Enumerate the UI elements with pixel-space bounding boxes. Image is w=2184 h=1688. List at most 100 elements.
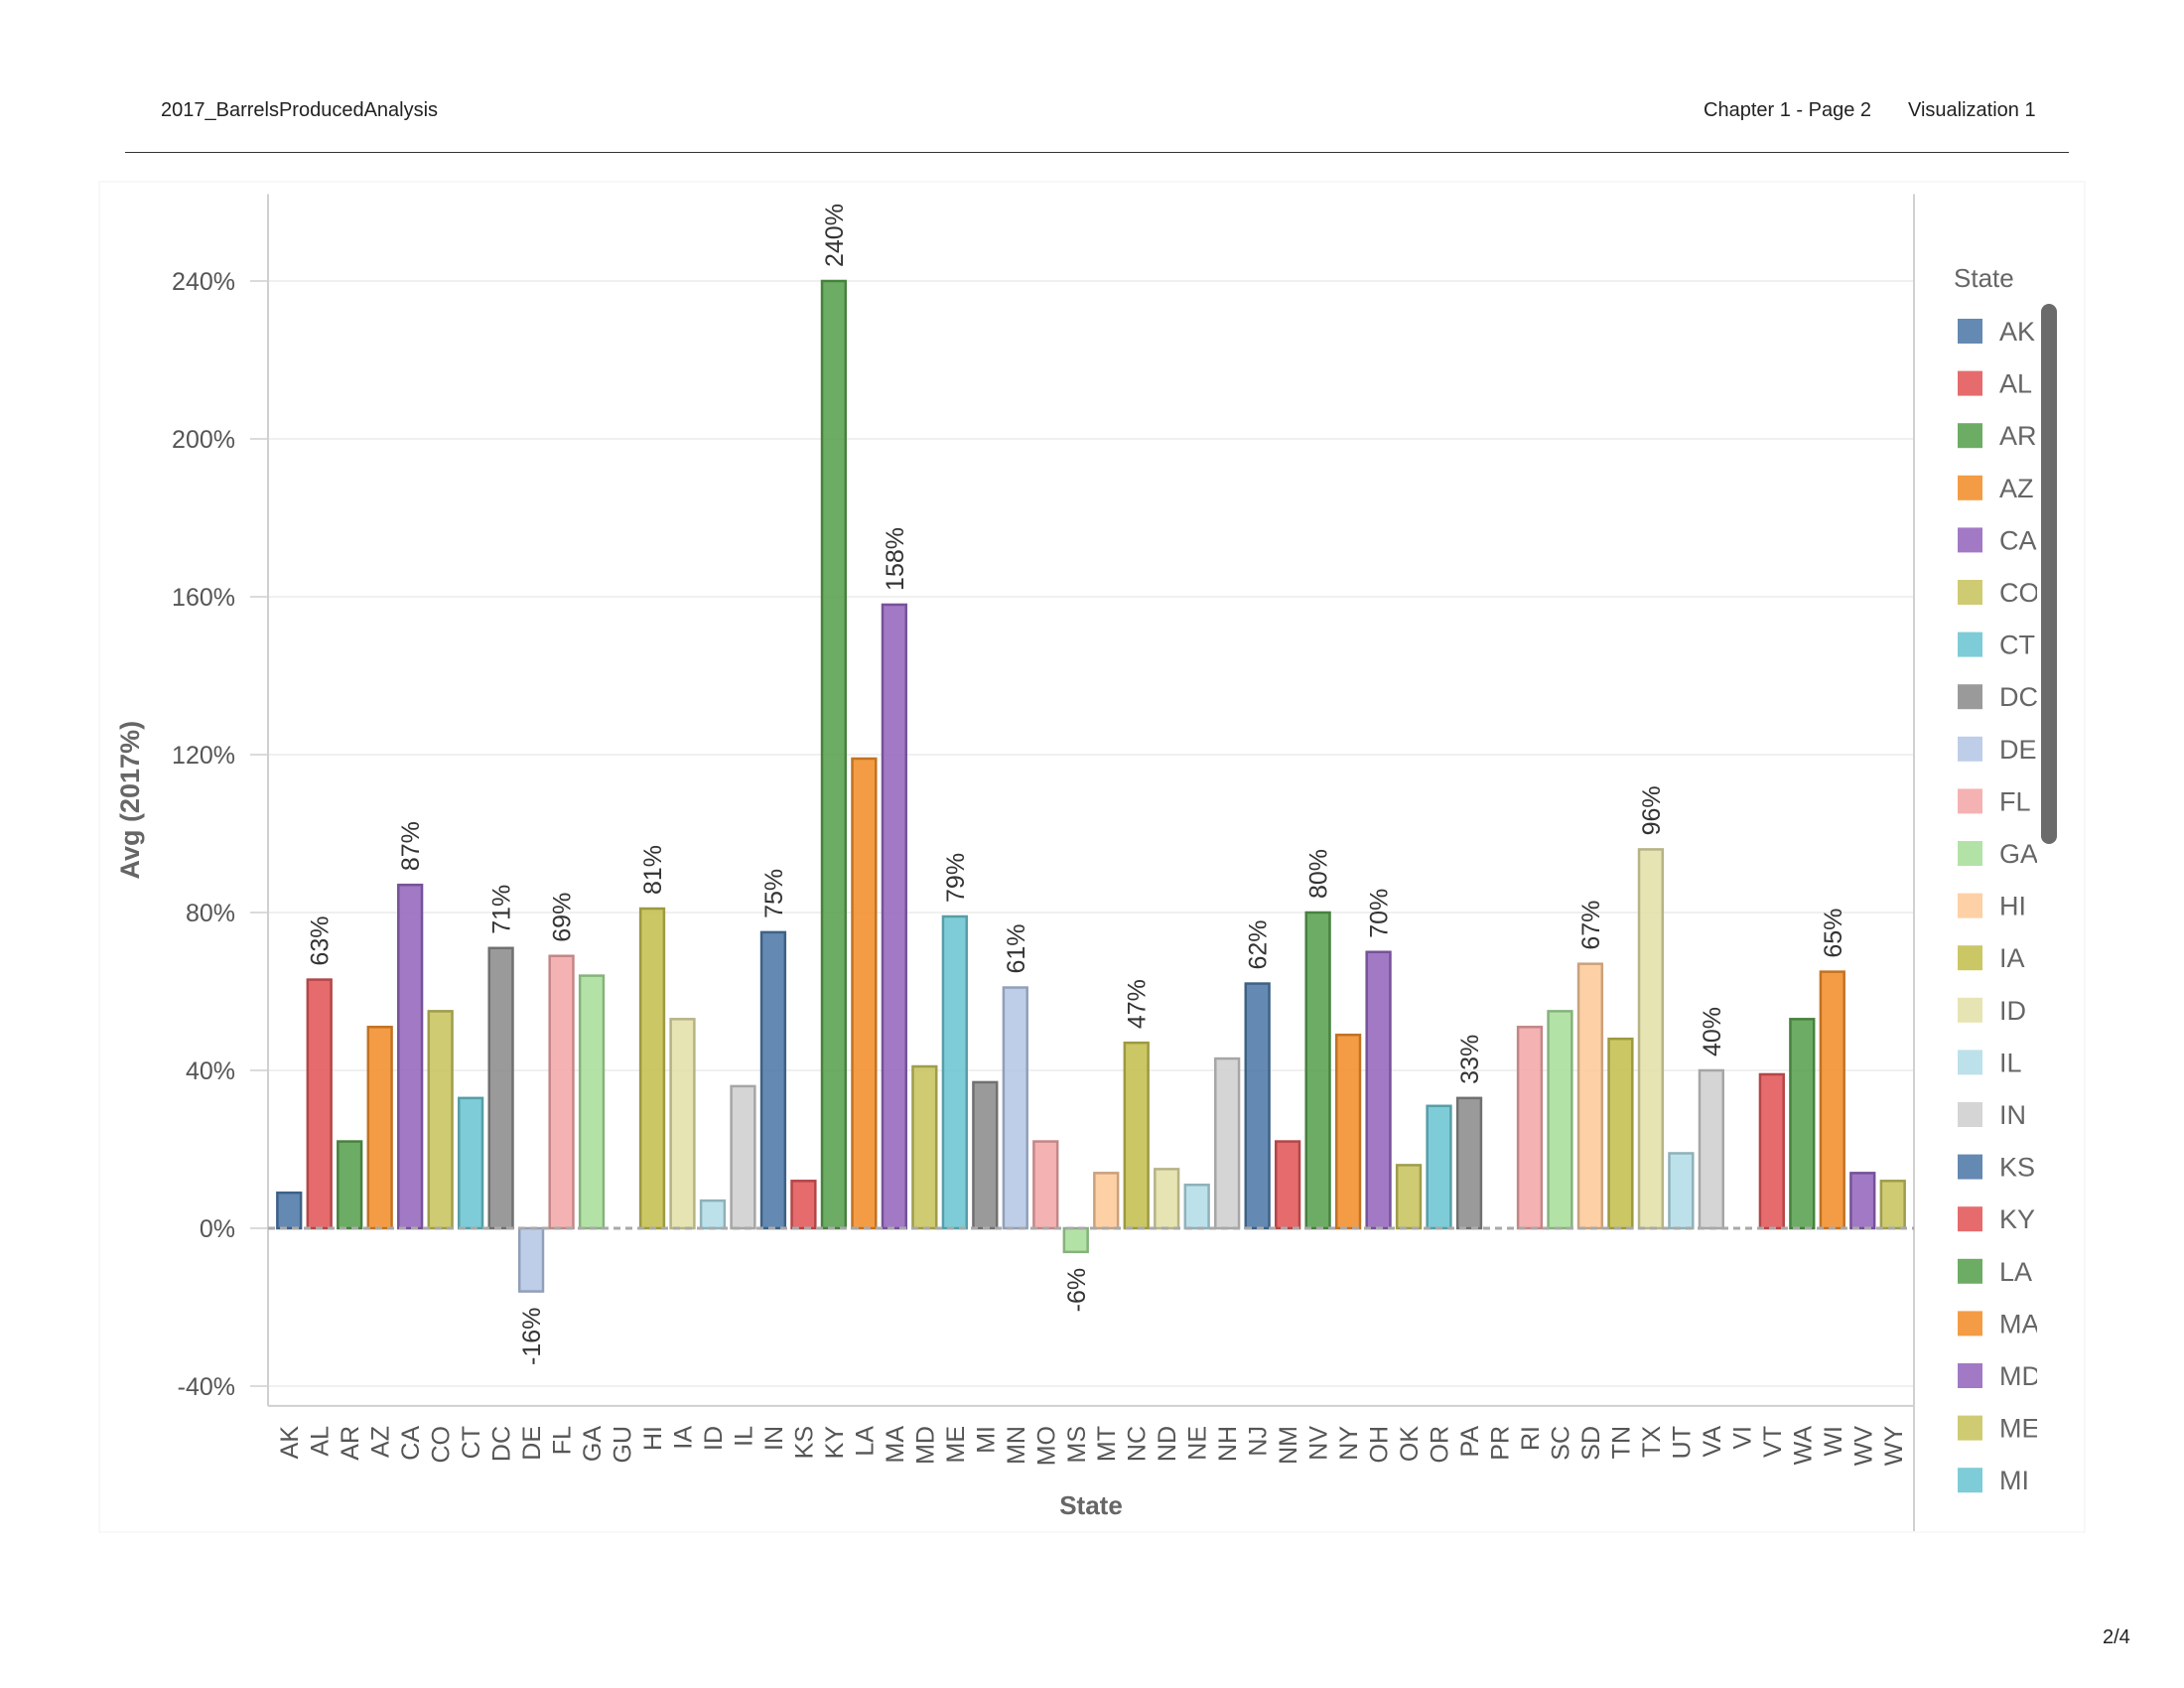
data-label: 80% (1305, 849, 1333, 899)
bar (1516, 1026, 1544, 1230)
x-tick-label: WA (1789, 1426, 1817, 1466)
x-tick-label: WY (1880, 1426, 1908, 1467)
bar (276, 1191, 303, 1230)
legend-swatch (1958, 527, 1982, 553)
x-tick-label: HI (639, 1426, 667, 1451)
legend-swatch (1958, 580, 1982, 605)
legend-label: DE (1999, 735, 2037, 765)
x-tick-label: KS (790, 1426, 818, 1459)
bar (911, 1064, 938, 1230)
legend-label: AR (1999, 421, 2037, 451)
bar (548, 954, 575, 1230)
x-tick-label: MT (1093, 1426, 1121, 1462)
bar (1032, 1140, 1059, 1230)
bar (1062, 1226, 1089, 1254)
y-tick-label: 120% (172, 742, 235, 770)
data-label: 47% (1124, 979, 1152, 1029)
visualization-label: Visualization 1 (1908, 99, 2036, 121)
x-tick-label: NH (1214, 1426, 1242, 1462)
x-tick-label: VI (1728, 1426, 1756, 1450)
y-tick-label: -40% (178, 1373, 235, 1401)
legend-swatch (1958, 1258, 1982, 1284)
x-tick-label: NY (1335, 1426, 1363, 1461)
bar (1576, 962, 1604, 1230)
document-title: 2017_BarrelsProducedAnalysis (161, 99, 439, 121)
y-tick-label: 0% (200, 1215, 235, 1243)
data-label: 63% (307, 916, 335, 966)
x-tick-label: LA (851, 1426, 879, 1457)
data-label: 67% (1577, 901, 1605, 950)
legend-label: CA (1999, 525, 2037, 555)
legend-swatch (1958, 945, 1982, 971)
x-tick-label: NJ (1245, 1426, 1273, 1457)
data-label: 62% (1245, 920, 1273, 970)
x-tick-label: IL (730, 1426, 757, 1447)
bar (1698, 1068, 1725, 1230)
x-tick-label: RI (1517, 1426, 1545, 1451)
bar (578, 974, 606, 1230)
legend-swatch (1958, 841, 1982, 866)
x-tick-label: TN (1607, 1426, 1635, 1459)
bar (306, 978, 333, 1230)
bar (972, 1080, 999, 1230)
bar (1637, 848, 1665, 1230)
bar (1244, 982, 1271, 1230)
data-label: 70% (1366, 889, 1394, 938)
bar (669, 1018, 696, 1230)
legend-label: ME (1999, 1414, 2040, 1444)
data-label: -16% (518, 1308, 546, 1365)
x-tick-label: NV (1305, 1426, 1333, 1461)
bar (366, 1026, 393, 1230)
x-tick-label: CA (397, 1426, 425, 1461)
legend-swatch (1958, 319, 1982, 344)
legend-label: IL (1999, 1048, 2022, 1077)
x-tick-label: AK (276, 1426, 304, 1460)
legend-swatch (1958, 632, 1982, 657)
data-label: 158% (882, 527, 909, 591)
bar (1274, 1140, 1301, 1230)
data-label: 65% (1820, 909, 1847, 958)
legend-scrollbar[interactable] (2041, 304, 2057, 844)
bar (457, 1096, 484, 1230)
x-tick-label: WV (1849, 1426, 1877, 1467)
legend-label: LA (1999, 1257, 2032, 1287)
y-tick-label: 80% (186, 900, 235, 927)
legend-label: CT (1999, 631, 2035, 660)
legend-swatch (1958, 1102, 1982, 1127)
bar (941, 914, 968, 1230)
x-tick-label: NM (1275, 1426, 1302, 1465)
bar (1093, 1172, 1120, 1230)
bar (1819, 970, 1845, 1230)
bar (1607, 1037, 1634, 1230)
bar (638, 907, 666, 1230)
x-tick-label: AL (307, 1426, 335, 1457)
y-tick-label: 160% (172, 584, 235, 612)
legend-label: DC (1999, 682, 2038, 712)
x-tick-label: MI (972, 1426, 1000, 1454)
legend-swatch (1958, 475, 1982, 500)
legend-swatch (1958, 1154, 1982, 1180)
chart-card-border (98, 181, 2086, 1533)
legend-label: AL (1999, 369, 2032, 399)
bar (1879, 1180, 1906, 1230)
bar (1849, 1172, 1876, 1230)
bar (1002, 986, 1028, 1230)
x-tick-label: CO (428, 1426, 456, 1464)
legend-label: GA (1999, 839, 2038, 869)
x-tick-label: ID (700, 1426, 728, 1451)
bar (790, 1180, 817, 1230)
x-tick-label: GA (579, 1426, 607, 1462)
data-label: -6% (1063, 1268, 1091, 1312)
bar (1395, 1164, 1423, 1230)
legend-label: IA (1999, 943, 2025, 973)
legend-swatch (1958, 997, 1982, 1023)
x-tick-label: NE (1184, 1426, 1212, 1461)
y-axis-title: Avg (2017%) (115, 721, 145, 880)
bar (759, 930, 787, 1230)
legend-label: MA (1999, 1309, 2040, 1338)
legend-label: HI (1999, 892, 2026, 921)
legend-swatch (1958, 370, 1982, 396)
chapter-label: Chapter 1 - Page 2 (1704, 99, 1871, 121)
data-label: 240% (821, 204, 849, 267)
data-label: 75% (760, 869, 788, 918)
